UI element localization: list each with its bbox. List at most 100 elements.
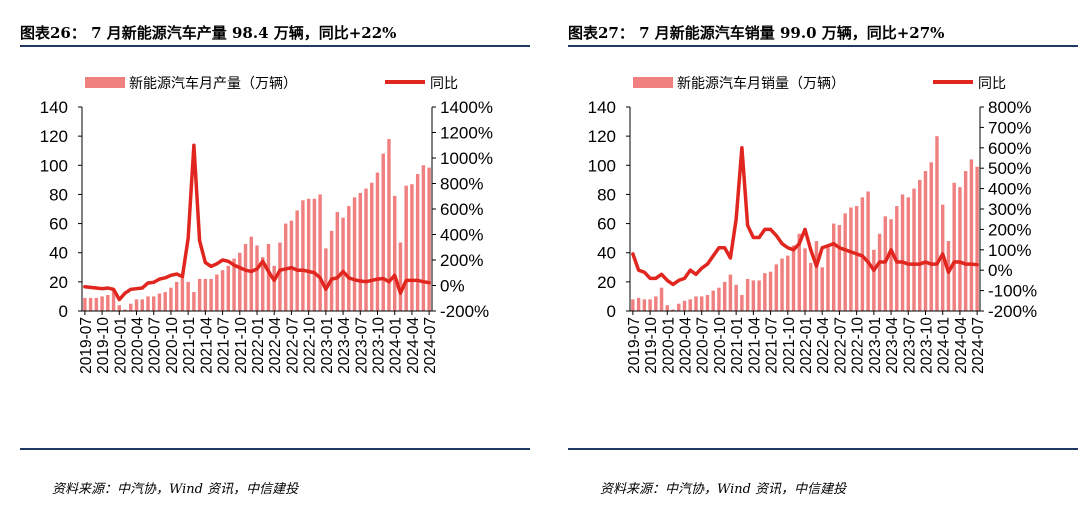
right-tick-label: 300% (988, 200, 1031, 219)
bar-2024-01 (392, 195, 397, 311)
right-tick-label: 600% (440, 200, 483, 219)
bar-2022-07 (837, 225, 842, 311)
bar-2020-09 (163, 292, 167, 311)
bar-2021-05 (757, 280, 761, 311)
x-tick-label: 2024-07 (422, 317, 439, 374)
bar-2020-10 (169, 287, 173, 311)
x-tick-label: 2021-10 (233, 317, 250, 374)
left-tick-label: 120 (588, 127, 616, 146)
bar-2021-09 (232, 258, 236, 311)
x-tick-label: 2020-01 (112, 317, 129, 374)
bar-2021-05 (209, 278, 213, 311)
bar-2020-08 (705, 294, 710, 311)
bar-2020-12 (728, 274, 733, 311)
x-tick-label: 2022-07 (832, 317, 849, 374)
bar-2022-05 (826, 245, 830, 311)
bar-2022-03 (266, 243, 271, 311)
x-tick-label: 2023-04 (336, 317, 353, 374)
bar-2020-10 (717, 287, 721, 311)
right-tick-label: -200% (440, 302, 489, 321)
bar-2022-10 (306, 198, 311, 311)
x-tick-label: 2021-01 (729, 317, 746, 374)
bar-2019-07 (83, 297, 87, 311)
left-tick-label: 60 (597, 215, 616, 234)
bar-2024-07 (427, 167, 431, 311)
title-rule (568, 45, 1078, 47)
bar-2020-05 (140, 299, 144, 311)
right-tick-label: 0% (440, 277, 465, 296)
legend-bar-label: 新能源汽车月销量（万辆） (677, 75, 845, 91)
x-tick-label: 2021-07 (764, 317, 781, 374)
x-tick-label: 2020-07 (147, 317, 164, 374)
bar-2020-04 (134, 299, 139, 311)
x-tick-label: 2022-04 (815, 317, 832, 374)
bar-2023-08 (912, 188, 916, 311)
bar-2022-06 (831, 223, 836, 311)
bar-2022-09 (301, 200, 305, 311)
x-tick-label: 2022-10 (302, 317, 319, 374)
x-tick-label: 2021-07 (216, 317, 233, 374)
bar-2022-07 (289, 220, 294, 311)
bar-2023-03 (335, 211, 340, 311)
bar-2023-07 (358, 192, 362, 311)
bar-2019-07 (631, 299, 635, 311)
bar-2020-04 (682, 300, 687, 311)
bar-2024-07 (975, 166, 979, 311)
bar-2021-10 (238, 252, 242, 311)
bar-2022-08 (843, 213, 847, 311)
bar-2020-06 (146, 296, 150, 311)
x-tick-label: 2020-07 (695, 317, 712, 374)
figure-title: 图表26： 7 月新能源汽车产量 98.4 万辆，同比+22% (20, 24, 397, 42)
bar-2021-04 (203, 278, 208, 311)
yoy-line (631, 146, 979, 287)
right-tick-label: 600% (988, 139, 1031, 158)
bar-2020-03 (129, 303, 133, 311)
x-tick-label: 2023-07 (353, 317, 370, 374)
bar-2024-03 (404, 185, 408, 311)
x-tick-label: 2020-10 (712, 317, 729, 374)
left-tick-label: 140 (588, 98, 616, 117)
bar-2019-09 (94, 297, 99, 311)
bar-2023-01 (324, 248, 328, 311)
bar-2019-12 (659, 287, 664, 311)
bar-2022-12 (866, 191, 870, 311)
source-note: 资料来源：中汽协，Wind 资讯，中信建投 (600, 482, 847, 497)
bar-2021-01 (734, 284, 738, 311)
bar-2023-10 (923, 171, 928, 311)
bar-2020-02 (123, 309, 127, 311)
x-tick-label: 2022-07 (284, 317, 301, 374)
x-tick-label: 2019-10 (643, 317, 660, 374)
left-tick-label: 40 (49, 244, 68, 263)
bar-2022-04 (820, 267, 824, 311)
bar-2021-08 (226, 265, 231, 311)
source-rule (20, 448, 530, 450)
bar-2020-01 (117, 305, 122, 311)
production-chart: 新能源汽车月产量（万辆） 同比 0 20 40 60 80 100 120 140 -200% 0% 2… (40, 75, 493, 374)
bar-2024-06 (969, 159, 974, 311)
bar-2019-11 (106, 294, 110, 311)
bar-2019-10 (100, 296, 104, 311)
bar-2021-09 (780, 258, 784, 311)
bar-2022-12 (318, 194, 322, 311)
bar-2022-05 (278, 242, 282, 311)
x-tick-label: 2023-01 (319, 317, 336, 374)
bar-2024-05 (415, 174, 420, 311)
bar-2021-10 (786, 255, 790, 311)
bar-2021-03 (745, 278, 750, 311)
bar-2021-01 (186, 281, 190, 311)
bar-2023-04 (341, 217, 345, 311)
left-tick-label: 100 (588, 156, 616, 175)
chart-panel-production: 图表26： 7 月新能源汽车产量 98.4 万辆，同比+22% 新能源汽车月产量… (0, 0, 530, 510)
right-tick-label: -200% (988, 302, 1037, 321)
bar-2024-05 (963, 171, 968, 311)
bar-2021-11 (243, 243, 248, 311)
bar-2020-11 (174, 281, 179, 311)
right-tick-label: 1200% (440, 124, 493, 143)
bar-2022-04 (272, 265, 276, 311)
x-tick-label: 2019-10 (95, 317, 112, 374)
bar-2020-02 (671, 309, 675, 311)
bar-2021-07 (220, 270, 225, 311)
left-tick-label: 40 (597, 244, 616, 263)
bar-2023-02 (877, 233, 882, 311)
bar-2020-11 (722, 281, 727, 311)
